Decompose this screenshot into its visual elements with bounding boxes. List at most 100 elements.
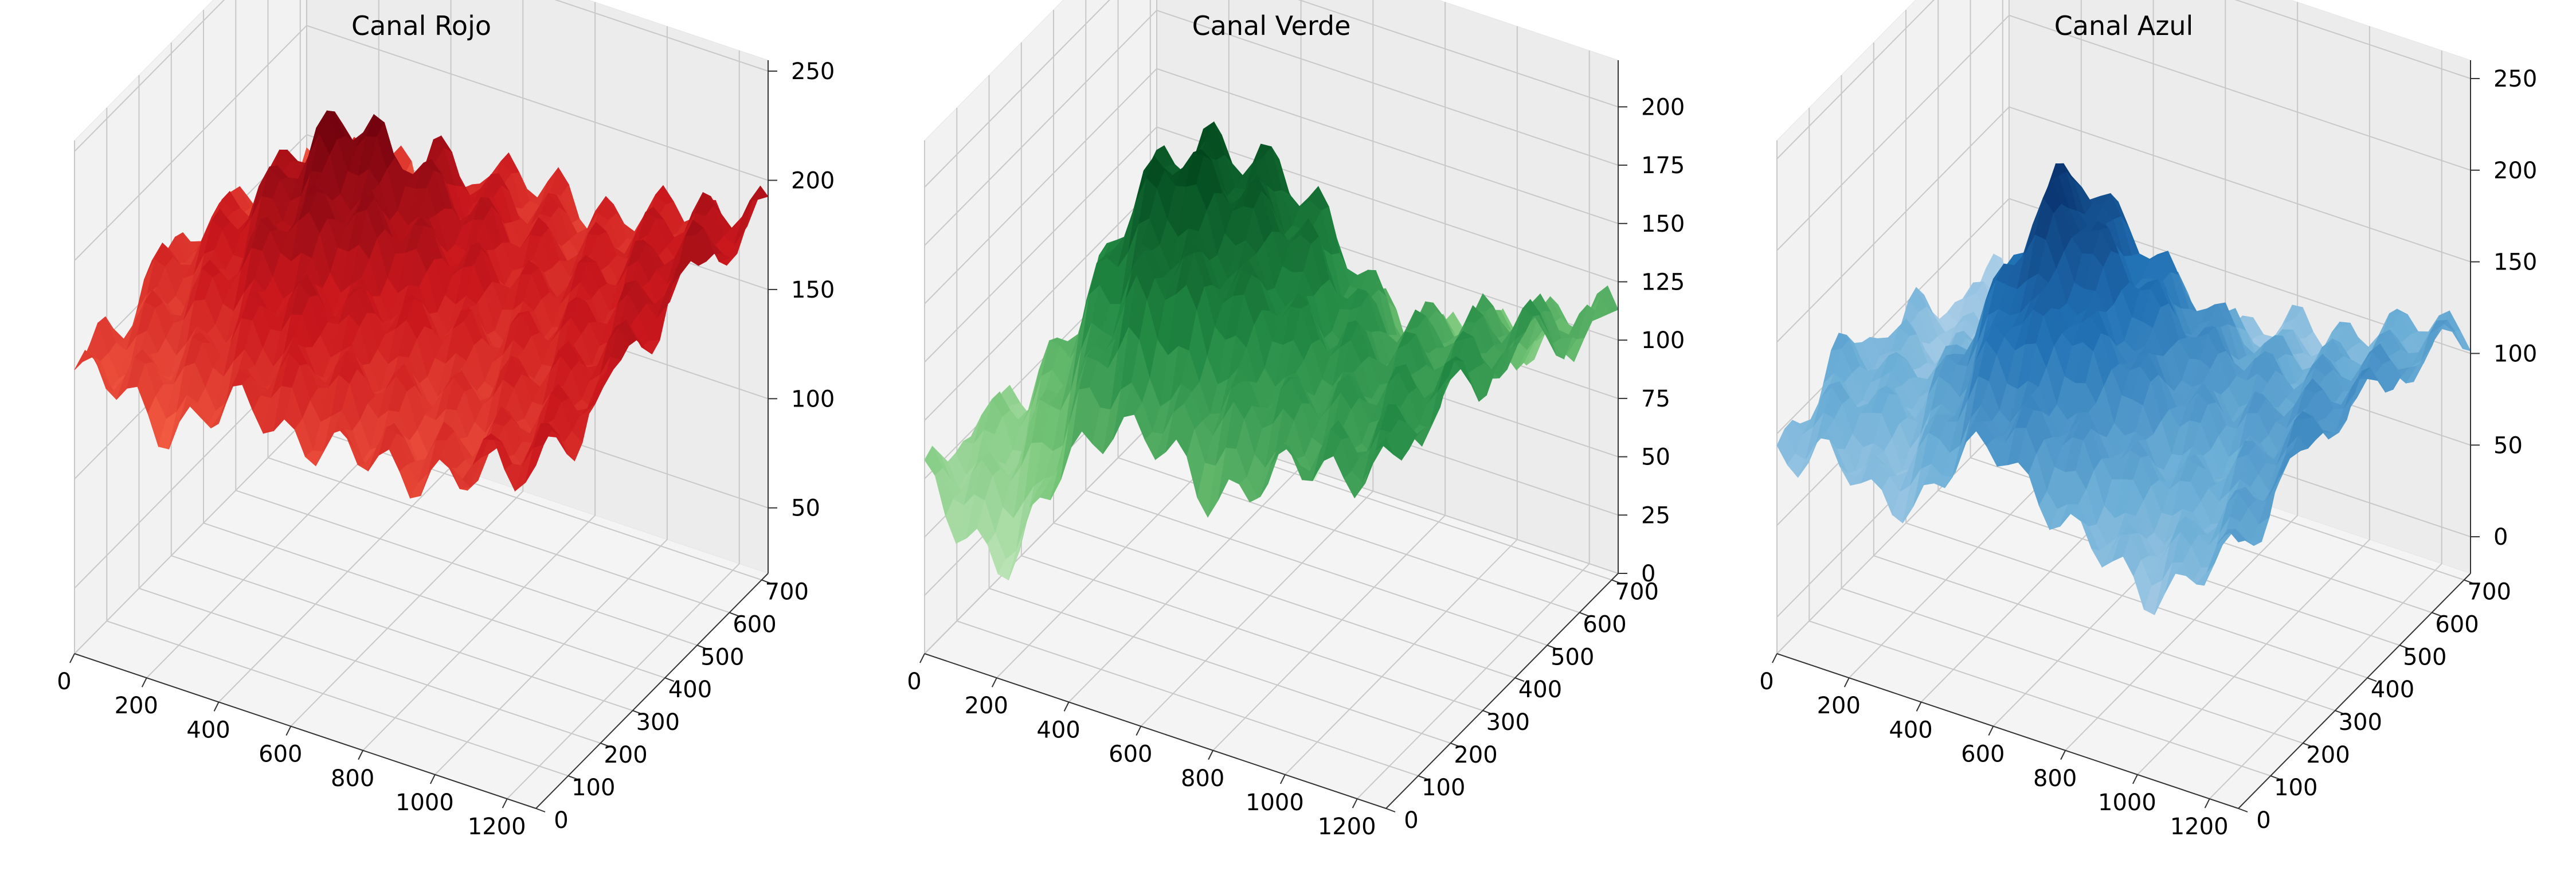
z-tick-label: 100 bbox=[2493, 341, 2537, 367]
y-tick-label: 300 bbox=[636, 709, 680, 736]
y-tick-label: 600 bbox=[2435, 611, 2479, 638]
z-tick-label: 250 bbox=[791, 58, 835, 85]
y-tick bbox=[2270, 775, 2280, 780]
z-tick-label: 75 bbox=[1641, 386, 1670, 412]
x-tick bbox=[213, 701, 220, 712]
x-tick bbox=[2204, 798, 2210, 808]
gridline bbox=[170, 42, 633, 712]
y-tick bbox=[2399, 644, 2409, 650]
y-tick-label: 100 bbox=[2274, 775, 2317, 801]
y-tick-label: 400 bbox=[1518, 677, 1562, 703]
y-tick-label: 100 bbox=[1422, 775, 1465, 801]
gridline bbox=[1841, 75, 2303, 744]
x-tick-label: 800 bbox=[1181, 765, 1224, 792]
y-tick-label: 300 bbox=[2339, 709, 2382, 736]
x-axis-line bbox=[924, 653, 1387, 809]
gridline bbox=[2137, 26, 2370, 775]
z-tick-label: 50 bbox=[1641, 444, 1670, 471]
y-tick bbox=[2432, 612, 2441, 617]
x-axis-line bbox=[1776, 653, 2239, 809]
y-tick-label: 200 bbox=[604, 742, 647, 768]
x-tick bbox=[1280, 774, 1286, 784]
x-tick-label: 1000 bbox=[2098, 790, 2156, 816]
x-tick-label: 0 bbox=[1759, 669, 1774, 695]
y-tick bbox=[2303, 743, 2312, 748]
y-tick bbox=[567, 775, 578, 780]
x-tick bbox=[1063, 701, 1070, 712]
gridline bbox=[290, 0, 524, 727]
x-tick-label: 1200 bbox=[2170, 814, 2229, 840]
x-tick-label: 600 bbox=[1109, 741, 1152, 768]
gridline bbox=[74, 25, 769, 261]
gridline bbox=[1808, 108, 2271, 777]
x-tick-label: 600 bbox=[1961, 741, 2005, 768]
y-tick-label: 500 bbox=[2403, 644, 2446, 670]
y-tick-label: 0 bbox=[1404, 807, 1418, 834]
x-tick-label: 0 bbox=[57, 669, 71, 695]
y-tick-label: 100 bbox=[571, 775, 615, 801]
y-tick-label: 400 bbox=[2371, 677, 2414, 703]
x-tick-label: 1200 bbox=[1318, 814, 1376, 840]
y-tick bbox=[696, 644, 707, 650]
y-tick bbox=[535, 808, 546, 812]
x-tick bbox=[1772, 653, 1778, 663]
gridline bbox=[362, 2, 596, 751]
y-tick bbox=[632, 710, 643, 715]
z-tick-label: 150 bbox=[1641, 211, 1685, 237]
x-tick-label: 200 bbox=[115, 693, 158, 719]
y-tick bbox=[1418, 775, 1428, 780]
x-tick bbox=[358, 750, 364, 760]
y-tick-label: 300 bbox=[1486, 709, 1530, 736]
z-tick-label: 50 bbox=[791, 495, 820, 522]
z-tick-label: 150 bbox=[791, 277, 835, 303]
y-tick-label: 400 bbox=[668, 677, 712, 703]
x-tick bbox=[1843, 677, 1850, 687]
y-tick-label: 600 bbox=[1583, 611, 1626, 638]
gridline bbox=[2065, 2, 2299, 751]
z-tick-label: 0 bbox=[2493, 524, 2508, 550]
gridline bbox=[138, 75, 601, 744]
x-tick-label: 200 bbox=[965, 693, 1008, 719]
gridline bbox=[106, 108, 569, 777]
x-tick-label: 800 bbox=[2033, 765, 2077, 792]
z-tick-label: 25 bbox=[1641, 502, 1670, 529]
y-tick bbox=[729, 612, 739, 617]
z-tick-label: 100 bbox=[1641, 327, 1685, 354]
y-tick-label: 200 bbox=[1454, 742, 1497, 768]
gridline bbox=[1776, 106, 2471, 343]
gridline bbox=[924, 126, 1619, 363]
x-tick bbox=[1136, 726, 1142, 736]
x-tick-label: 800 bbox=[331, 765, 374, 792]
y-axis-line bbox=[535, 573, 769, 809]
z-tick-label: 250 bbox=[2493, 66, 2537, 92]
x-tick bbox=[2132, 774, 2138, 784]
x-tick-label: 400 bbox=[1036, 717, 1080, 743]
x-tick bbox=[430, 774, 436, 784]
gridline bbox=[1937, 0, 2400, 646]
y-tick-label: 500 bbox=[700, 644, 744, 670]
y-tick-label: 700 bbox=[2468, 579, 2511, 605]
x-tick bbox=[1352, 798, 1358, 808]
x-axis-line bbox=[74, 653, 537, 809]
y-tick bbox=[1579, 612, 1589, 617]
gridline bbox=[267, 0, 730, 614]
x-tick-label: 600 bbox=[259, 741, 302, 768]
z-tick-label: 100 bbox=[791, 386, 835, 412]
y-tick-label: 600 bbox=[733, 611, 776, 638]
y-tick bbox=[2238, 808, 2248, 812]
x-tick-label: 1000 bbox=[396, 790, 454, 816]
x-tick-label: 400 bbox=[1889, 717, 1932, 743]
plot-title-blue: Canal Azul bbox=[2054, 10, 2194, 41]
y-tick-label: 700 bbox=[765, 579, 809, 605]
y-tick bbox=[664, 677, 675, 682]
x-tick bbox=[69, 653, 75, 663]
surface-facet bbox=[525, 444, 545, 483]
z-tick-label: 50 bbox=[2493, 432, 2523, 459]
z-tick-label: 200 bbox=[2493, 158, 2537, 184]
z-tick-label: 125 bbox=[1641, 269, 1685, 295]
y-tick bbox=[2464, 579, 2474, 584]
y-tick-label: 0 bbox=[2256, 807, 2270, 834]
x-tick-label: 0 bbox=[907, 669, 921, 695]
x-tick bbox=[991, 677, 997, 687]
y-tick-label: 500 bbox=[1551, 644, 1594, 670]
